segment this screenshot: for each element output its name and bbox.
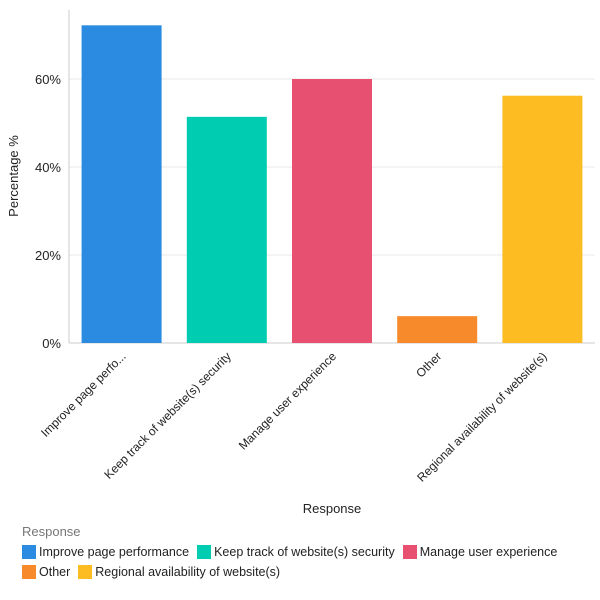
legend-swatch: [197, 545, 212, 559]
x-tick-label: Regional availability of website(s): [414, 349, 549, 484]
y-tick-label: 40%: [35, 160, 61, 175]
x-tick-label: Manage user experience: [236, 349, 340, 453]
bar[interactable]: [502, 95, 583, 343]
x-tick-label: Keep track of website(s) security: [101, 349, 234, 482]
legend-label: Regional availability of website(s): [95, 565, 281, 579]
bar[interactable]: [292, 79, 372, 343]
legend-label: Keep track of website(s) security: [214, 545, 395, 559]
y-tick-label: 0%: [42, 336, 61, 351]
legend-item[interactable]: Improve page performance: [22, 545, 189, 559]
legend-swatch: [78, 565, 93, 579]
legend-item[interactable]: Manage user experience: [402, 545, 558, 559]
legend-swatch: [22, 565, 36, 579]
legend-swatch: [22, 545, 36, 559]
legend-item[interactable]: Regional availability of website(s): [78, 565, 280, 579]
legend-item[interactable]: Other: [22, 565, 70, 579]
bar[interactable]: [186, 116, 267, 343]
y-axis-title: Percentage %: [6, 135, 21, 217]
bar[interactable]: [81, 25, 162, 343]
legend-item[interactable]: Keep track of website(s) security: [197, 545, 395, 559]
x-tick-label: Improve page perfo...: [38, 349, 129, 440]
x-tick-label: Other: [413, 349, 444, 380]
x-axis-title: Response: [303, 501, 362, 516]
legend-swatch: [402, 545, 417, 559]
y-tick-label: 60%: [35, 72, 61, 87]
legend-label: Other: [39, 565, 71, 579]
bar[interactable]: [397, 316, 478, 343]
bar-chart: 0% 20% 40% 60% Improve page perfo...Keep tra…: [6, 10, 595, 516]
legend-title: Response: [22, 524, 81, 539]
legend: Response Improve page performance Keep tr…: [22, 524, 592, 579]
legend-label: Manage user experience: [419, 545, 558, 559]
y-tick-label: 20%: [35, 248, 61, 263]
legend-label: Improve page performance: [39, 545, 190, 559]
